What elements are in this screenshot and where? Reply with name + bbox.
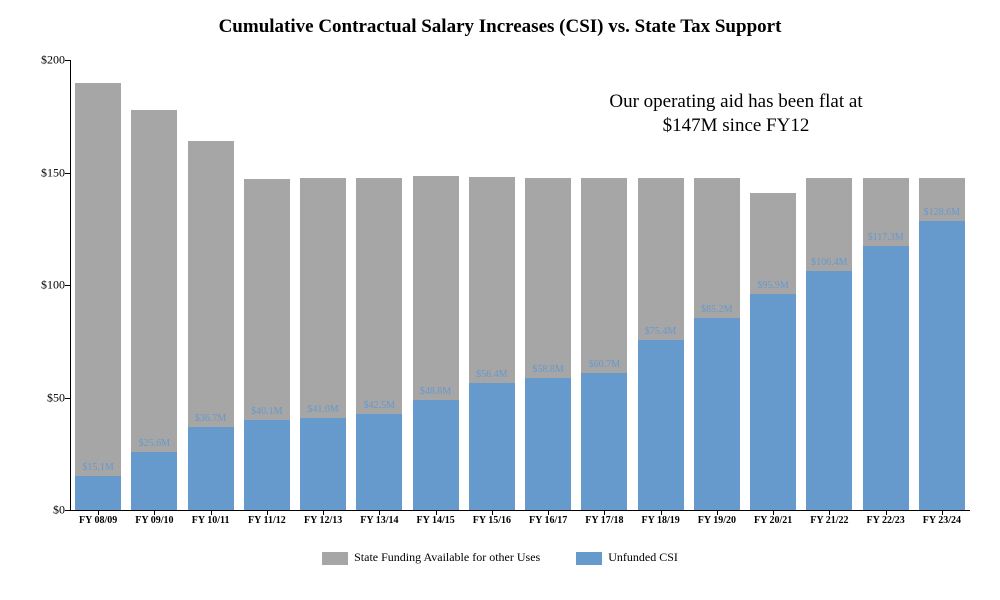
x-tick-mark: [829, 510, 830, 515]
legend-label: State Funding Available for other Uses: [354, 550, 540, 564]
bar-unfunded-csi: [300, 418, 346, 510]
y-tick-label: $0: [5, 503, 65, 518]
bar-unfunded-csi: [188, 427, 234, 510]
y-tick-label: $150: [5, 165, 65, 180]
y-tick-label: $200: [5, 53, 65, 68]
x-tick-label: FY 23/24: [914, 515, 970, 526]
bar-unfunded-csi: [750, 294, 796, 510]
x-tick-mark: [211, 510, 212, 515]
x-axis-line: [70, 510, 970, 511]
bar-value-label: $56.4M: [476, 369, 507, 380]
bar-value-label: $41.0M: [307, 404, 338, 415]
bar-unfunded-csi: [638, 340, 684, 510]
bar-state-funding: [469, 177, 515, 383]
x-tick-mark: [604, 510, 605, 515]
bar-value-label: $60.7M: [589, 359, 620, 370]
bar-state-funding: [694, 178, 740, 318]
bar-unfunded-csi: [413, 400, 459, 510]
bar-unfunded-csi: [469, 383, 515, 510]
x-tick-label: FY 10/11: [183, 515, 239, 526]
bar-unfunded-csi: [75, 476, 121, 510]
x-tick-label: FY 16/17: [520, 515, 576, 526]
x-tick-mark: [548, 510, 549, 515]
bar-state-funding: [413, 176, 459, 400]
x-tick-mark: [886, 510, 887, 515]
x-tick-label: FY 15/16: [464, 515, 520, 526]
x-tick-mark: [436, 510, 437, 515]
y-tick-mark: [65, 510, 70, 511]
x-tick-label: FY 18/19: [633, 515, 689, 526]
bar-state-funding: [131, 110, 177, 453]
bar-unfunded-csi: [244, 420, 290, 510]
x-tick-label: FY 21/22: [801, 515, 857, 526]
x-tick-label: FY 17/18: [576, 515, 632, 526]
bar-unfunded-csi: [694, 318, 740, 510]
bar-state-funding: [750, 193, 796, 294]
bar-value-label: $128.6M: [924, 207, 960, 218]
x-tick-label: FY 19/20: [689, 515, 745, 526]
bar-state-funding: [581, 178, 627, 373]
x-tick-mark: [379, 510, 380, 515]
bar-value-label: $75.4M: [645, 326, 676, 337]
x-tick-label: FY 09/10: [126, 515, 182, 526]
legend: State Funding Available for other Uses Un…: [0, 550, 1000, 565]
x-tick-mark: [661, 510, 662, 515]
bar-unfunded-csi: [581, 373, 627, 510]
y-tick-mark: [65, 60, 70, 61]
bar-unfunded-csi: [525, 378, 571, 510]
x-tick-mark: [323, 510, 324, 515]
x-tick-mark: [717, 510, 718, 515]
y-axis-line: [70, 60, 71, 510]
bar-value-label: $40.1M: [251, 406, 282, 417]
x-tick-mark: [492, 510, 493, 515]
bar-state-funding: [300, 178, 346, 418]
bar-state-funding: [356, 178, 402, 414]
bar-value-label: $58.8M: [532, 364, 563, 375]
legend-item: Unfunded CSI: [576, 550, 678, 565]
x-tick-label: FY 14/15: [408, 515, 464, 526]
x-tick-mark: [942, 510, 943, 515]
legend-item: State Funding Available for other Uses: [322, 550, 540, 565]
y-tick-mark: [65, 173, 70, 174]
bar-state-funding: [638, 178, 684, 340]
x-tick-mark: [98, 510, 99, 515]
chart-container: Cumulative Contractual Salary Increases …: [0, 0, 1000, 600]
bar-state-funding: [75, 83, 121, 477]
chart-title: Cumulative Contractual Salary Increases …: [0, 16, 1000, 38]
x-tick-label: FY 08/09: [70, 515, 126, 526]
y-tick-mark: [65, 285, 70, 286]
bar-value-label: $15.1M: [82, 462, 113, 473]
x-tick-label: FY 20/21: [745, 515, 801, 526]
bar-state-funding: [188, 141, 234, 427]
x-tick-label: FY 12/13: [295, 515, 351, 526]
bar-value-label: $85.2M: [701, 304, 732, 315]
bar-value-label: $36.7M: [195, 413, 226, 424]
bar-unfunded-csi: [863, 246, 909, 510]
legend-swatch: [576, 552, 602, 565]
x-tick-mark: [154, 510, 155, 515]
y-tick-label: $100: [5, 278, 65, 293]
bar-value-label: $117.3M: [868, 232, 904, 243]
bar-unfunded-csi: [806, 271, 852, 510]
bar-value-label: $42.5M: [364, 400, 395, 411]
x-tick-label: FY 13/14: [351, 515, 407, 526]
bar-value-label: $48.8M: [420, 386, 451, 397]
bar-unfunded-csi: [919, 221, 965, 510]
x-tick-label: FY 11/12: [239, 515, 295, 526]
x-tick-mark: [773, 510, 774, 515]
bar-unfunded-csi: [356, 414, 402, 510]
x-tick-mark: [267, 510, 268, 515]
legend-swatch: [322, 552, 348, 565]
legend-label: Unfunded CSI: [608, 550, 678, 564]
y-tick-mark: [65, 398, 70, 399]
bar-value-label: $95.9M: [757, 280, 788, 291]
bar-state-funding: [244, 179, 290, 420]
x-tick-label: FY 22/23: [858, 515, 914, 526]
bar-value-label: $106.4M: [811, 257, 847, 268]
bar-state-funding: [525, 178, 571, 378]
bar-value-label: $25.6M: [139, 438, 170, 449]
bar-unfunded-csi: [131, 452, 177, 510]
y-tick-label: $50: [5, 390, 65, 405]
